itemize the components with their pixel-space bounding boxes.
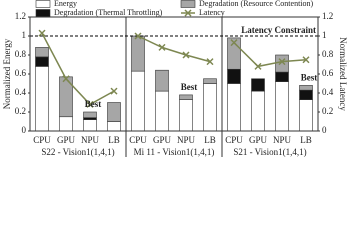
latency-marker <box>38 29 46 37</box>
plot-frame <box>29 16 319 132</box>
y2-tick-label: 1 <box>322 30 327 40</box>
x-tick-label: LB <box>204 135 216 145</box>
latency-line <box>41 32 115 106</box>
y-tick-label: 0.6 <box>15 68 27 78</box>
y2-tick-label: 1.2 <box>322 11 333 21</box>
bar-segment <box>131 35 145 72</box>
latency-marker <box>134 32 142 40</box>
latency-marker <box>62 75 70 83</box>
bar-segment <box>83 111 97 118</box>
bar-segment <box>155 69 169 92</box>
bar-segment <box>203 78 217 84</box>
bar-segment <box>299 99 313 132</box>
latency-marker <box>110 87 118 95</box>
bar-segment <box>299 89 313 100</box>
x-tick-label: CPU <box>225 135 243 145</box>
latency-line <box>137 35 211 63</box>
bar-segment <box>227 83 241 132</box>
bar-segment <box>59 116 73 132</box>
legend-label: Degradation (Thermal Throttling) <box>54 8 163 17</box>
x-tick-label: NPU <box>177 135 196 145</box>
legend-swatch <box>180 0 196 8</box>
x-tick-label: LB <box>108 135 120 145</box>
x-tick-label: NPU <box>81 135 100 145</box>
annotation: Best <box>85 99 102 109</box>
bar-segment <box>275 54 289 73</box>
bar-segment <box>107 121 121 132</box>
y2-tick-label: 0.2 <box>322 106 333 116</box>
legend-swatch <box>35 0 51 8</box>
group-label: S22 - Vision1(1,4,1) <box>41 147 114 157</box>
legend-marker <box>184 9 192 17</box>
x-tick-label: NPU <box>273 135 292 145</box>
legend-label: Latency <box>199 8 225 17</box>
group-label: Mi 11 - Vision1(1,4,1) <box>134 147 215 157</box>
constraint-label: Latency Constraint <box>241 25 316 35</box>
bar-segment <box>299 85 313 91</box>
y2-tick-label: 0.4 <box>322 87 334 97</box>
latency-marker <box>206 58 214 66</box>
bar-segment <box>155 90 169 132</box>
bar-segment <box>83 119 97 132</box>
latency-line <box>233 42 307 68</box>
y-tick-label: 0.2 <box>15 106 26 116</box>
y-tick-label: 0 <box>22 125 27 135</box>
bar-segment <box>251 78 265 92</box>
latency-marker <box>86 100 94 108</box>
annotation: Best <box>181 82 198 92</box>
y-tick-label: 0.8 <box>15 49 27 59</box>
y-tick-label: 1 <box>22 30 27 40</box>
bar-segment <box>179 99 193 132</box>
y2-tick-label: 0.8 <box>322 49 334 59</box>
x-tick-label: LB <box>300 135 312 145</box>
x-tick-label: GPU <box>249 135 268 145</box>
legend-label: Degradation (Resource Contention) <box>199 0 314 8</box>
y2-axis-label: Normalized Latency <box>338 37 348 111</box>
bar-segment <box>251 90 265 132</box>
x-tick-label: CPU <box>33 135 51 145</box>
annotation: Best <box>301 72 318 82</box>
bar-segment <box>203 83 217 132</box>
bar-segment <box>227 68 241 84</box>
y-axis-label: Normalized Energy <box>2 38 12 109</box>
y-tick-label: 1.2 <box>15 11 26 21</box>
bar-segment <box>59 76 73 118</box>
latency-marker <box>230 39 238 47</box>
y2-tick-label: 0 <box>322 125 327 135</box>
legend-label: Energy <box>54 0 77 8</box>
group-label: S21 - Vision1(1,4,1) <box>233 147 306 157</box>
bar-segment <box>35 56 49 67</box>
latency-marker <box>254 62 262 70</box>
bar-segment <box>35 66 49 132</box>
y-tick-label: 0.4 <box>15 87 27 97</box>
latency-marker <box>158 43 166 51</box>
x-tick-label: GPU <box>57 135 76 145</box>
bar-segment <box>107 102 121 122</box>
bar-segment <box>35 47 49 58</box>
latency-marker <box>182 51 190 59</box>
latency-marker <box>278 58 286 66</box>
bar-segment <box>275 81 289 132</box>
y2-tick-label: 0.6 <box>322 68 334 78</box>
legend-swatch <box>35 9 51 17</box>
x-tick-label: CPU <box>129 135 147 145</box>
chart: Normalized Energy Normalized Latency 0 0.… <box>2 0 348 157</box>
bar-segment <box>179 94 193 100</box>
x-tick-label: GPU <box>153 135 172 145</box>
latency-marker <box>302 56 310 64</box>
bar-segment <box>131 70 145 132</box>
bar-segment <box>275 71 289 82</box>
